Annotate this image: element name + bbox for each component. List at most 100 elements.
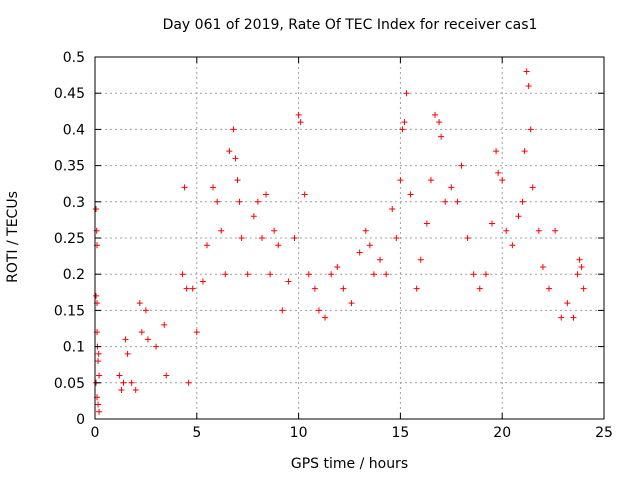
data-point: [263, 191, 270, 198]
data-point: [470, 271, 477, 278]
data-point: [193, 329, 200, 336]
data-point: [136, 300, 143, 307]
data-point: [244, 271, 251, 278]
data-point: [389, 206, 396, 213]
data-point: [210, 184, 217, 191]
data-point: [529, 184, 536, 191]
data-point: [442, 198, 449, 205]
x-tick-label: 0: [91, 425, 100, 441]
y-tick-label: 0.05: [54, 376, 85, 392]
data-point: [366, 242, 373, 249]
axis-ticks: [94, 56, 605, 420]
data-point: [564, 300, 571, 307]
data-point: [120, 379, 127, 386]
data-point: [161, 321, 168, 328]
x-tick-label: 10: [290, 425, 308, 441]
data-point: [258, 235, 265, 241]
data-point: [489, 220, 496, 227]
chart-title: Day 061 of 2019, Rate Of TEC Index for r…: [162, 17, 538, 33]
data-point: [153, 343, 160, 350]
data-point: [383, 271, 390, 278]
data-point: [521, 148, 528, 155]
tick-labels: 0 5 10 15 20 25 0 0.05 0.1 0.15 0.2 0.25 0.3 0.35 0.4 0…: [54, 50, 613, 441]
data-point: [122, 336, 129, 343]
data-point: [95, 358, 102, 365]
data-point: [576, 256, 583, 263]
data-point: [185, 379, 192, 386]
data-point: [222, 271, 229, 278]
data-point: [179, 271, 186, 278]
data-point: [295, 111, 302, 118]
data-points: [93, 68, 587, 415]
data-point: [458, 162, 465, 169]
data-point: [399, 126, 406, 133]
data-point: [285, 278, 292, 285]
data-point: [580, 285, 587, 292]
data-point: [454, 198, 461, 205]
data-point: [203, 242, 210, 249]
data-point: [95, 401, 102, 408]
data-point: [438, 133, 445, 140]
data-point: [271, 227, 278, 234]
data-point: [132, 387, 139, 394]
data-point: [464, 235, 471, 241]
data-point: [377, 256, 384, 263]
data-point: [570, 314, 577, 321]
data-point: [189, 285, 196, 292]
x-tick-label: 25: [595, 425, 613, 441]
data-point: [93, 292, 100, 299]
data-point: [515, 213, 522, 220]
data-point: [226, 148, 233, 155]
data-point: [322, 314, 329, 321]
x-tick-label: 15: [391, 425, 409, 441]
y-tick-label: 0.35: [54, 159, 85, 175]
data-point: [574, 271, 581, 278]
data-point: [96, 408, 103, 415]
data-point: [279, 307, 286, 314]
y-tick-label: 0.2: [63, 267, 85, 283]
data-point: [311, 285, 318, 292]
data-point: [413, 285, 420, 292]
data-point: [230, 126, 237, 133]
data-point: [116, 372, 123, 379]
data-point: [417, 256, 424, 263]
data-point: [181, 184, 188, 191]
data-point: [128, 379, 135, 386]
y-tick-label: 0.45: [54, 86, 85, 102]
data-point: [436, 119, 443, 126]
data-point: [423, 220, 430, 227]
data-point: [291, 235, 298, 241]
data-point: [305, 271, 312, 278]
data-point: [315, 307, 322, 314]
data-point: [493, 148, 500, 155]
data-point: [250, 213, 257, 220]
data-point: [254, 198, 261, 205]
data-point: [214, 198, 221, 205]
data-point: [362, 227, 369, 234]
data-point: [397, 177, 404, 184]
data-point: [356, 249, 363, 256]
y-tick-label: 0.1: [63, 340, 85, 356]
data-point: [301, 191, 308, 198]
data-point: [535, 227, 542, 234]
data-point: [476, 285, 483, 292]
data-point: [236, 198, 243, 205]
data-point: [144, 336, 151, 343]
data-point: [267, 271, 274, 278]
data-point: [334, 263, 341, 270]
data-point: [432, 111, 439, 118]
data-point: [370, 271, 377, 278]
data-point: [401, 119, 408, 126]
data-point: [234, 177, 241, 184]
data-point: [138, 329, 145, 336]
data-point: [218, 227, 225, 234]
data-point: [509, 242, 516, 249]
data-point: [163, 372, 170, 379]
data-point: [503, 227, 510, 234]
data-point: [340, 285, 347, 292]
data-point: [523, 68, 530, 75]
data-point: [118, 387, 125, 394]
data-point: [238, 235, 245, 241]
data-point: [539, 263, 546, 270]
